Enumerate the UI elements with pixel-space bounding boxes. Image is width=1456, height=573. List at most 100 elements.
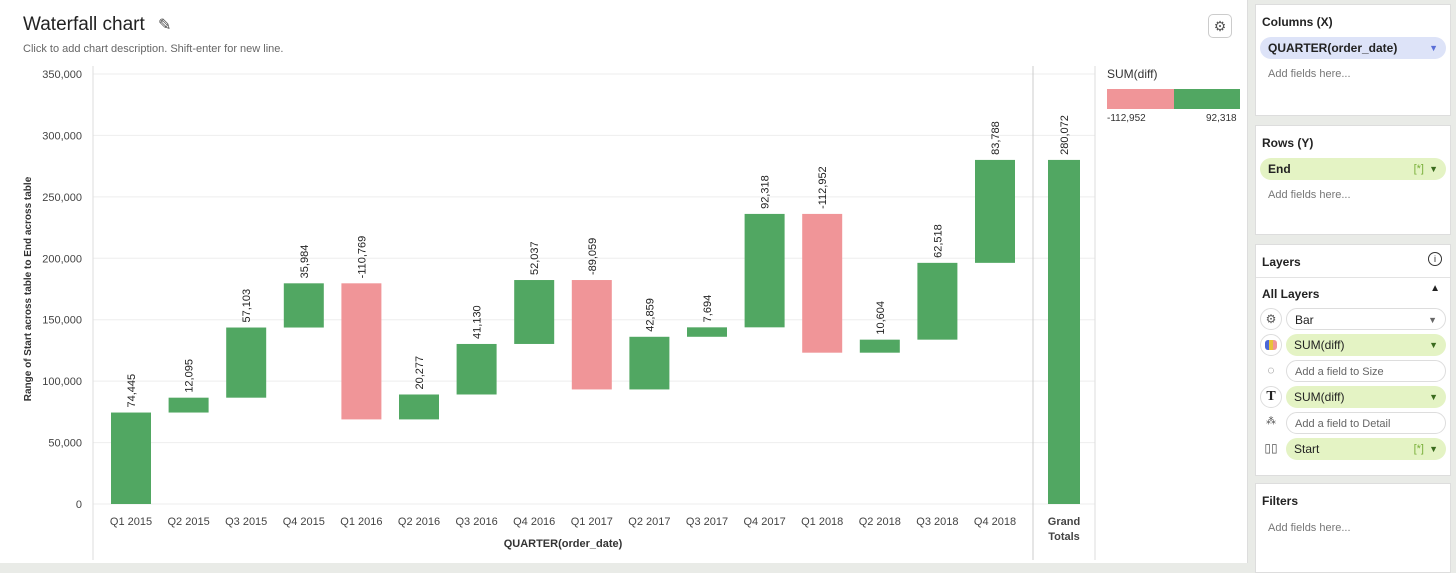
waterfall-chart: 0 50,000 100,000 150,000 200,000 250,000 300,0…: [23, 66, 1096, 560]
pencil-icon[interactable]: ✎: [158, 17, 172, 34]
pill-label: SUM(diff): [1294, 338, 1345, 352]
detail-field-drop[interactable]: Add a field to Detail: [1286, 412, 1446, 434]
pill-label: End: [1268, 162, 1291, 176]
gear-icon[interactable]: ⚙: [1260, 308, 1282, 330]
color-icon[interactable]: [1260, 334, 1282, 356]
data-label: -112,952: [817, 166, 829, 209]
data-label: -110,769: [356, 236, 368, 279]
data-label: 12,095: [184, 359, 196, 393]
data-label: 41,130: [472, 305, 484, 339]
x-tick-label: Q4 2015: [283, 516, 325, 528]
data-label: 74,445: [126, 374, 138, 408]
legend-positive-swatch: [1173, 89, 1240, 109]
chevron-up-icon[interactable]: ▲: [1430, 283, 1440, 294]
bar: [111, 412, 151, 504]
info-icon[interactable]: i: [1428, 252, 1442, 266]
bar: [917, 262, 958, 340]
x-tick-label: Q2 2017: [628, 516, 670, 528]
columns-title: Columns (X): [1262, 15, 1333, 29]
bar: [341, 283, 382, 420]
columns-shelf: Columns (X) QUARTER(order_date) ▼ Add fie…: [1255, 4, 1451, 116]
y-axis-title: Range of Start across table to End acros…: [23, 176, 34, 401]
legend-min: -112,952: [1107, 113, 1146, 124]
grand-total-bar: [1048, 159, 1080, 504]
data-label: 92,318: [760, 175, 772, 209]
data-label: -89,059: [587, 238, 599, 275]
y-tick-label: 250,000: [42, 192, 82, 204]
path-row: ▯▯ Start [*] ▼: [1260, 438, 1446, 460]
bar-range-icon: ▯▯: [1264, 441, 1278, 455]
data-label: 10,604: [875, 301, 887, 335]
text-icon[interactable]: T: [1260, 386, 1282, 408]
chevron-down-icon[interactable]: ▼: [1429, 444, 1438, 454]
y-tick-label: 50,000: [48, 438, 82, 450]
x-tick-label: Q1 2017: [571, 516, 613, 528]
pill-label: Start: [1294, 442, 1320, 456]
x-tick-label: Q2 2018: [859, 516, 901, 528]
legend-color-ramp: [1107, 89, 1240, 109]
chevron-down-icon[interactable]: ▼: [1429, 340, 1438, 350]
start-field-pill[interactable]: Start [*] ▼: [1286, 438, 1446, 460]
size-field-drop[interactable]: Add a field to Size: [1286, 360, 1446, 382]
bar: [744, 213, 785, 328]
rows-field-pill[interactable]: End [*] ▼: [1260, 158, 1446, 180]
x-tick-label: Q1 2018: [801, 516, 843, 528]
layers-title: Layers: [1262, 255, 1301, 269]
chart-panel: Waterfall chart ✎ Click to add chart des…: [0, 0, 1248, 563]
columns-field-pill[interactable]: QUARTER(order_date) ▼: [1260, 37, 1446, 59]
data-label: 62,518: [932, 224, 944, 258]
legend-title: SUM(diff): [1107, 67, 1158, 81]
size-icon: ◌: [1267, 363, 1275, 377]
legend-negative-swatch: [1107, 89, 1174, 109]
pill-label: QUARTER(order_date): [1268, 41, 1398, 55]
grand-total-label: 280,072: [1059, 115, 1071, 155]
bar: [687, 327, 727, 337]
rows-placeholder[interactable]: Add fields here...: [1268, 189, 1351, 201]
chart-title[interactable]: Waterfall chart: [23, 14, 145, 35]
x-tick-label: Q3 2015: [225, 516, 267, 528]
rows-title: Rows (Y): [1262, 136, 1314, 150]
chevron-down-icon[interactable]: ▼: [1428, 315, 1437, 325]
x-tick-label: Q2 2016: [398, 516, 440, 528]
data-label: 52,037: [529, 241, 541, 275]
x-tick-label: Q4 2018: [974, 516, 1016, 528]
detail-icon: ⁂: [1266, 416, 1276, 427]
bar: [168, 397, 209, 413]
data-label: 35,984: [299, 245, 311, 279]
color-field-pill[interactable]: SUM(diff) ▼: [1286, 334, 1446, 356]
y-tick-label: 150,000: [42, 315, 82, 327]
all-layers-title[interactable]: All Layers: [1262, 287, 1320, 301]
data-label: 7,694: [702, 295, 714, 323]
x-tick-label: Q4 2016: [513, 516, 555, 528]
label-field-pill[interactable]: SUM(diff) ▼: [1286, 386, 1446, 408]
chart-description[interactable]: Click to add chart description. Shift-en…: [23, 43, 284, 55]
data-label: 83,788: [990, 121, 1002, 155]
grand-totals-header: Totals: [1048, 531, 1080, 543]
bar: [399, 394, 439, 420]
bar: [629, 336, 670, 390]
star-badge: [*]: [1413, 163, 1424, 175]
columns-placeholder[interactable]: Add fields here...: [1268, 68, 1351, 80]
color-row: SUM(diff) ▼: [1260, 334, 1446, 356]
chevron-down-icon[interactable]: ▼: [1429, 164, 1438, 174]
gear-icon[interactable]: ⚙: [1208, 14, 1232, 38]
x-tick-label: Q2 2015: [167, 516, 209, 528]
x-axis-title: QUARTER(order_date): [504, 538, 623, 550]
pill-label: SUM(diff): [1294, 390, 1345, 404]
y-tick-label: 350,000: [42, 69, 82, 81]
star-badge: [*]: [1413, 443, 1424, 455]
bar: [802, 213, 843, 353]
filters-shelf: Filters Add fields here...: [1255, 483, 1451, 573]
mark-type-select[interactable]: Bar ▼: [1286, 308, 1446, 330]
chevron-down-icon[interactable]: ▼: [1429, 392, 1438, 402]
mark-type-row: ⚙ Bar ▼: [1260, 308, 1446, 330]
legend-max: 92,318: [1206, 113, 1237, 124]
size-row: ◌ Add a field to Size: [1260, 360, 1446, 382]
bar: [226, 327, 267, 398]
x-tick-label: Q1 2015: [110, 516, 152, 528]
label-row: T SUM(diff) ▼: [1260, 386, 1446, 408]
chevron-down-icon[interactable]: ▼: [1429, 43, 1438, 53]
filters-placeholder[interactable]: Add fields here...: [1268, 522, 1351, 534]
bar: [514, 280, 555, 344]
data-label: 42,859: [644, 298, 656, 332]
